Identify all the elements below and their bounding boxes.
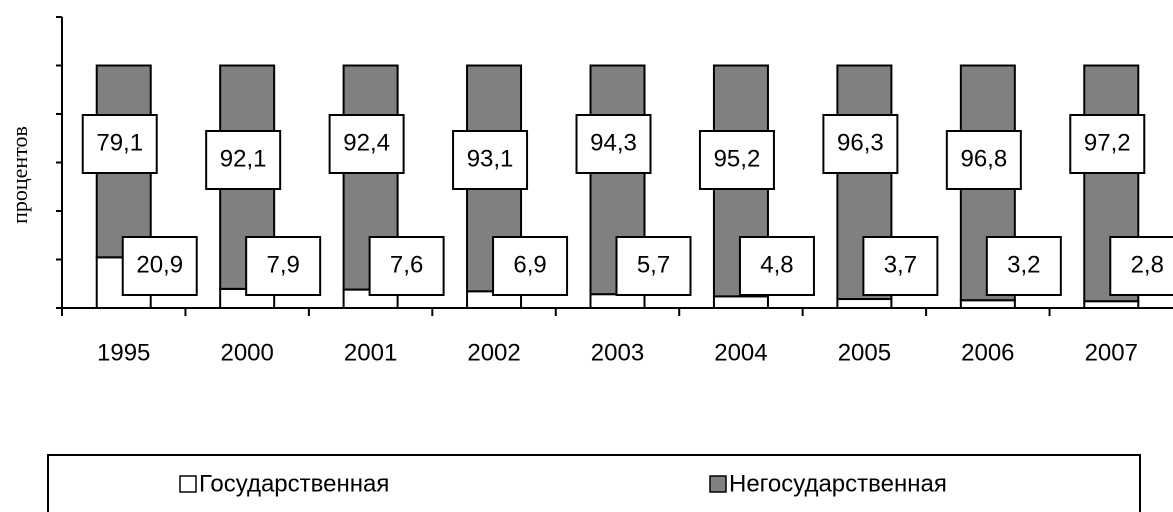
x-tick-label: 1995 (97, 339, 150, 366)
data-label: 6,9 (513, 251, 546, 278)
data-label: 92,4 (343, 129, 390, 156)
data-label: 7,6 (390, 251, 423, 278)
data-label: 4,8 (760, 251, 793, 278)
data-label-box (945, 130, 1022, 190)
data-label-box (985, 236, 1062, 296)
legend-swatch (709, 475, 727, 493)
bar-segment (836, 298, 893, 309)
x-tick-label: 2007 (1085, 339, 1138, 366)
data-label-box (205, 130, 282, 190)
data-label: 94,3 (590, 129, 637, 156)
data-label-box (492, 236, 569, 296)
data-label: 20,9 (136, 251, 183, 278)
data-label-box (81, 114, 158, 174)
y-axis-label: процентов (7, 126, 32, 224)
legend-label: Негосударственная (729, 470, 947, 497)
x-tick-label: 2004 (714, 339, 767, 366)
legend-swatch (179, 475, 197, 493)
bar-segment (959, 299, 1016, 309)
data-label: 96,3 (837, 129, 884, 156)
bar-segment (712, 295, 769, 309)
data-label: 2,8 (1131, 251, 1164, 278)
data-label-box (452, 130, 529, 190)
data-label: 79,1 (96, 129, 143, 156)
x-tick-label: 2001 (344, 339, 397, 366)
data-label-box (698, 130, 775, 190)
x-tick-label: 2006 (961, 339, 1014, 366)
data-label: 5,7 (637, 251, 670, 278)
data-label: 96,8 (960, 145, 1007, 172)
legend-label: Государственная (199, 470, 389, 497)
x-tick-label: 2000 (220, 339, 273, 366)
data-label-box (822, 114, 899, 174)
data-label-box (328, 114, 405, 174)
data-label: 93,1 (467, 145, 514, 172)
data-label: 7,9 (266, 251, 299, 278)
data-label-box (862, 236, 939, 296)
x-tick-label: 2002 (467, 339, 520, 366)
bar-segment (1083, 300, 1140, 309)
x-tick-label: 2003 (591, 339, 644, 366)
data-label: 92,1 (220, 145, 267, 172)
data-label-box (615, 236, 692, 296)
data-label-box (245, 236, 322, 296)
data-label-box (368, 236, 445, 296)
x-tick-label: 2005 (838, 339, 891, 366)
data-label-box (1069, 114, 1146, 174)
data-label-box (121, 236, 198, 296)
data-label-box (1109, 236, 1173, 296)
data-label-box (575, 114, 652, 174)
bar-segment (589, 293, 646, 309)
legend (47, 454, 1141, 512)
data-label: 97,2 (1084, 129, 1131, 156)
data-label: 3,7 (884, 251, 917, 278)
data-label: 95,2 (714, 145, 761, 172)
data-label: 3,2 (1007, 251, 1040, 278)
data-label-box (738, 236, 815, 296)
